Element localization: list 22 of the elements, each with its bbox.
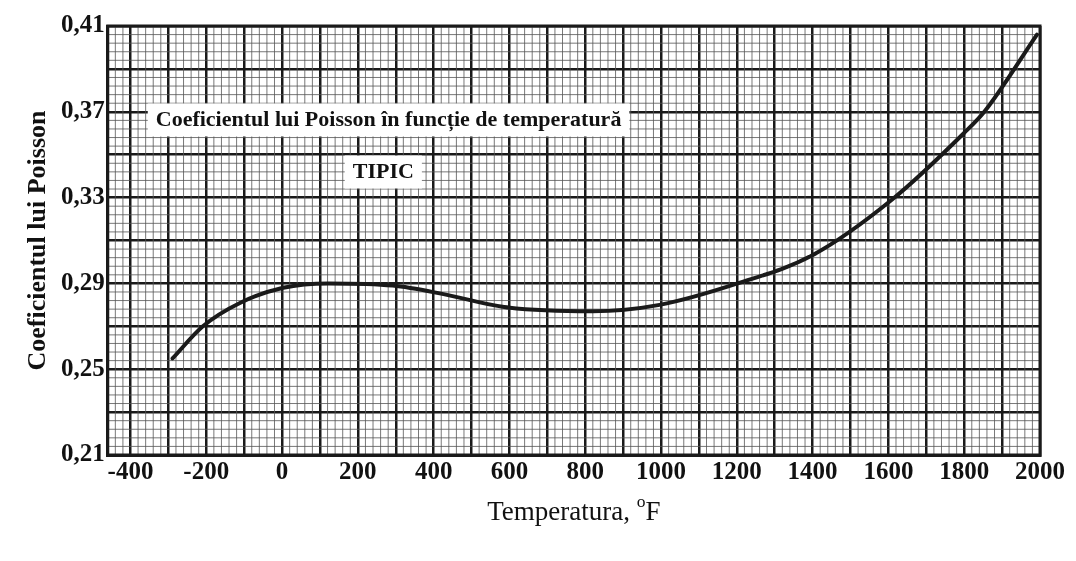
y-tick-label: 0,25 [61,353,105,381]
x-tick-label: 1600 [863,457,914,485]
x-tick-label: 600 [490,457,529,485]
x-tick-label: 400 [414,457,453,485]
x-tick-label: 1400 [787,457,838,485]
x-tick-label: -200 [183,457,230,485]
y-tick-label: 0,37 [61,96,105,124]
x-tick-label: 800 [566,457,604,485]
x-tick-label: 1800 [939,457,990,485]
y-tick-label: 0,41 [61,10,105,38]
annotation: Coeficientul lui Poisson în funcție de temperatură [155,105,622,132]
y-tick-label: 0,29 [61,267,105,295]
x-tick-label: 1000 [636,457,687,485]
x-tick-label: 0 [275,457,289,485]
y-tick-label: 0,33 [61,182,105,210]
x-tick-label: 200 [339,457,377,485]
x-tick-label: 2000 [1015,457,1065,485]
y-axis-title: Coeficientul lui Poisson [21,109,51,371]
x-tick-label: 1200 [711,457,762,485]
y-tick-label: 0,21 [61,439,105,467]
x-tick-label: -400 [107,457,154,485]
annotation: TIPIC [352,157,414,183]
